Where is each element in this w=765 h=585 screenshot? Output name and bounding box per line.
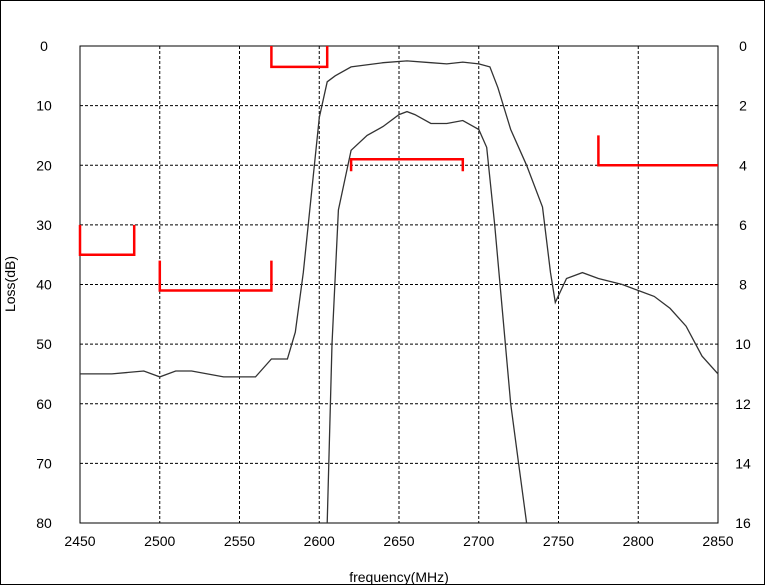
- x-tick-label: 2650: [383, 533, 414, 549]
- y-tick-label: 0: [40, 38, 48, 54]
- x-tick-label: 2500: [144, 533, 175, 549]
- x-tick-label: 2850: [702, 533, 733, 549]
- y-tick-label: 40: [36, 277, 52, 293]
- x-tick-labels: 2450 2500 2550 2600 2650 2700 2750 2800 2850: [64, 533, 733, 549]
- y2-tick-label: 10: [735, 336, 751, 352]
- y2-tick-labels: 0 2 4 6 8 10 12 14 16: [735, 38, 751, 531]
- y2-tick-label: 14: [735, 455, 751, 471]
- y-tick-label: 20: [36, 157, 52, 173]
- x-tick-label: 2700: [463, 533, 494, 549]
- y-axis-label: Loss(dB): [2, 256, 18, 312]
- x-tick-label: 2750: [543, 533, 574, 549]
- y-tick-label: 50: [36, 336, 52, 352]
- series-line-1: [80, 60, 719, 378]
- y-tick-labels: 0 10 20 30 40 50 60 70 80: [36, 38, 52, 531]
- x-tick-label: 2450: [64, 533, 95, 549]
- x-tick-label: 2800: [623, 533, 654, 549]
- mask-segment-1: [78, 224, 136, 256]
- plot-border-group: [79, 45, 719, 524]
- y-tick-label: 80: [36, 515, 52, 531]
- y2-tick-label: 2: [739, 98, 747, 114]
- grid-lines: [80, 46, 718, 523]
- mask-segment-5: [597, 135, 718, 167]
- series-line-2: [326, 110, 528, 524]
- y-tick-label: 60: [36, 396, 52, 412]
- y2-tick-label: 0: [739, 38, 747, 54]
- plot-border: [79, 45, 719, 524]
- mask-segment-2: [158, 260, 273, 292]
- mask-segment-3: [270, 46, 329, 69]
- x-axis-label: frequency(MHz): [349, 569, 449, 584]
- response-curves: [80, 60, 719, 524]
- x-tick-label: 2550: [224, 533, 255, 549]
- x-tick-label: 2600: [304, 533, 335, 549]
- y-tick-label: 10: [36, 98, 52, 114]
- mask-segment-4: [349, 158, 465, 172]
- y-tick-label: 30: [36, 217, 52, 233]
- y2-tick-label: 4: [739, 157, 747, 173]
- y-tick-label: 70: [36, 455, 52, 471]
- y2-tick-label: 12: [735, 396, 751, 412]
- y2-tick-label: 6: [739, 217, 747, 233]
- spec-mask-lines: [78, 46, 718, 292]
- y2-tick-label: 16: [735, 515, 751, 531]
- y2-tick-label: 8: [739, 277, 747, 293]
